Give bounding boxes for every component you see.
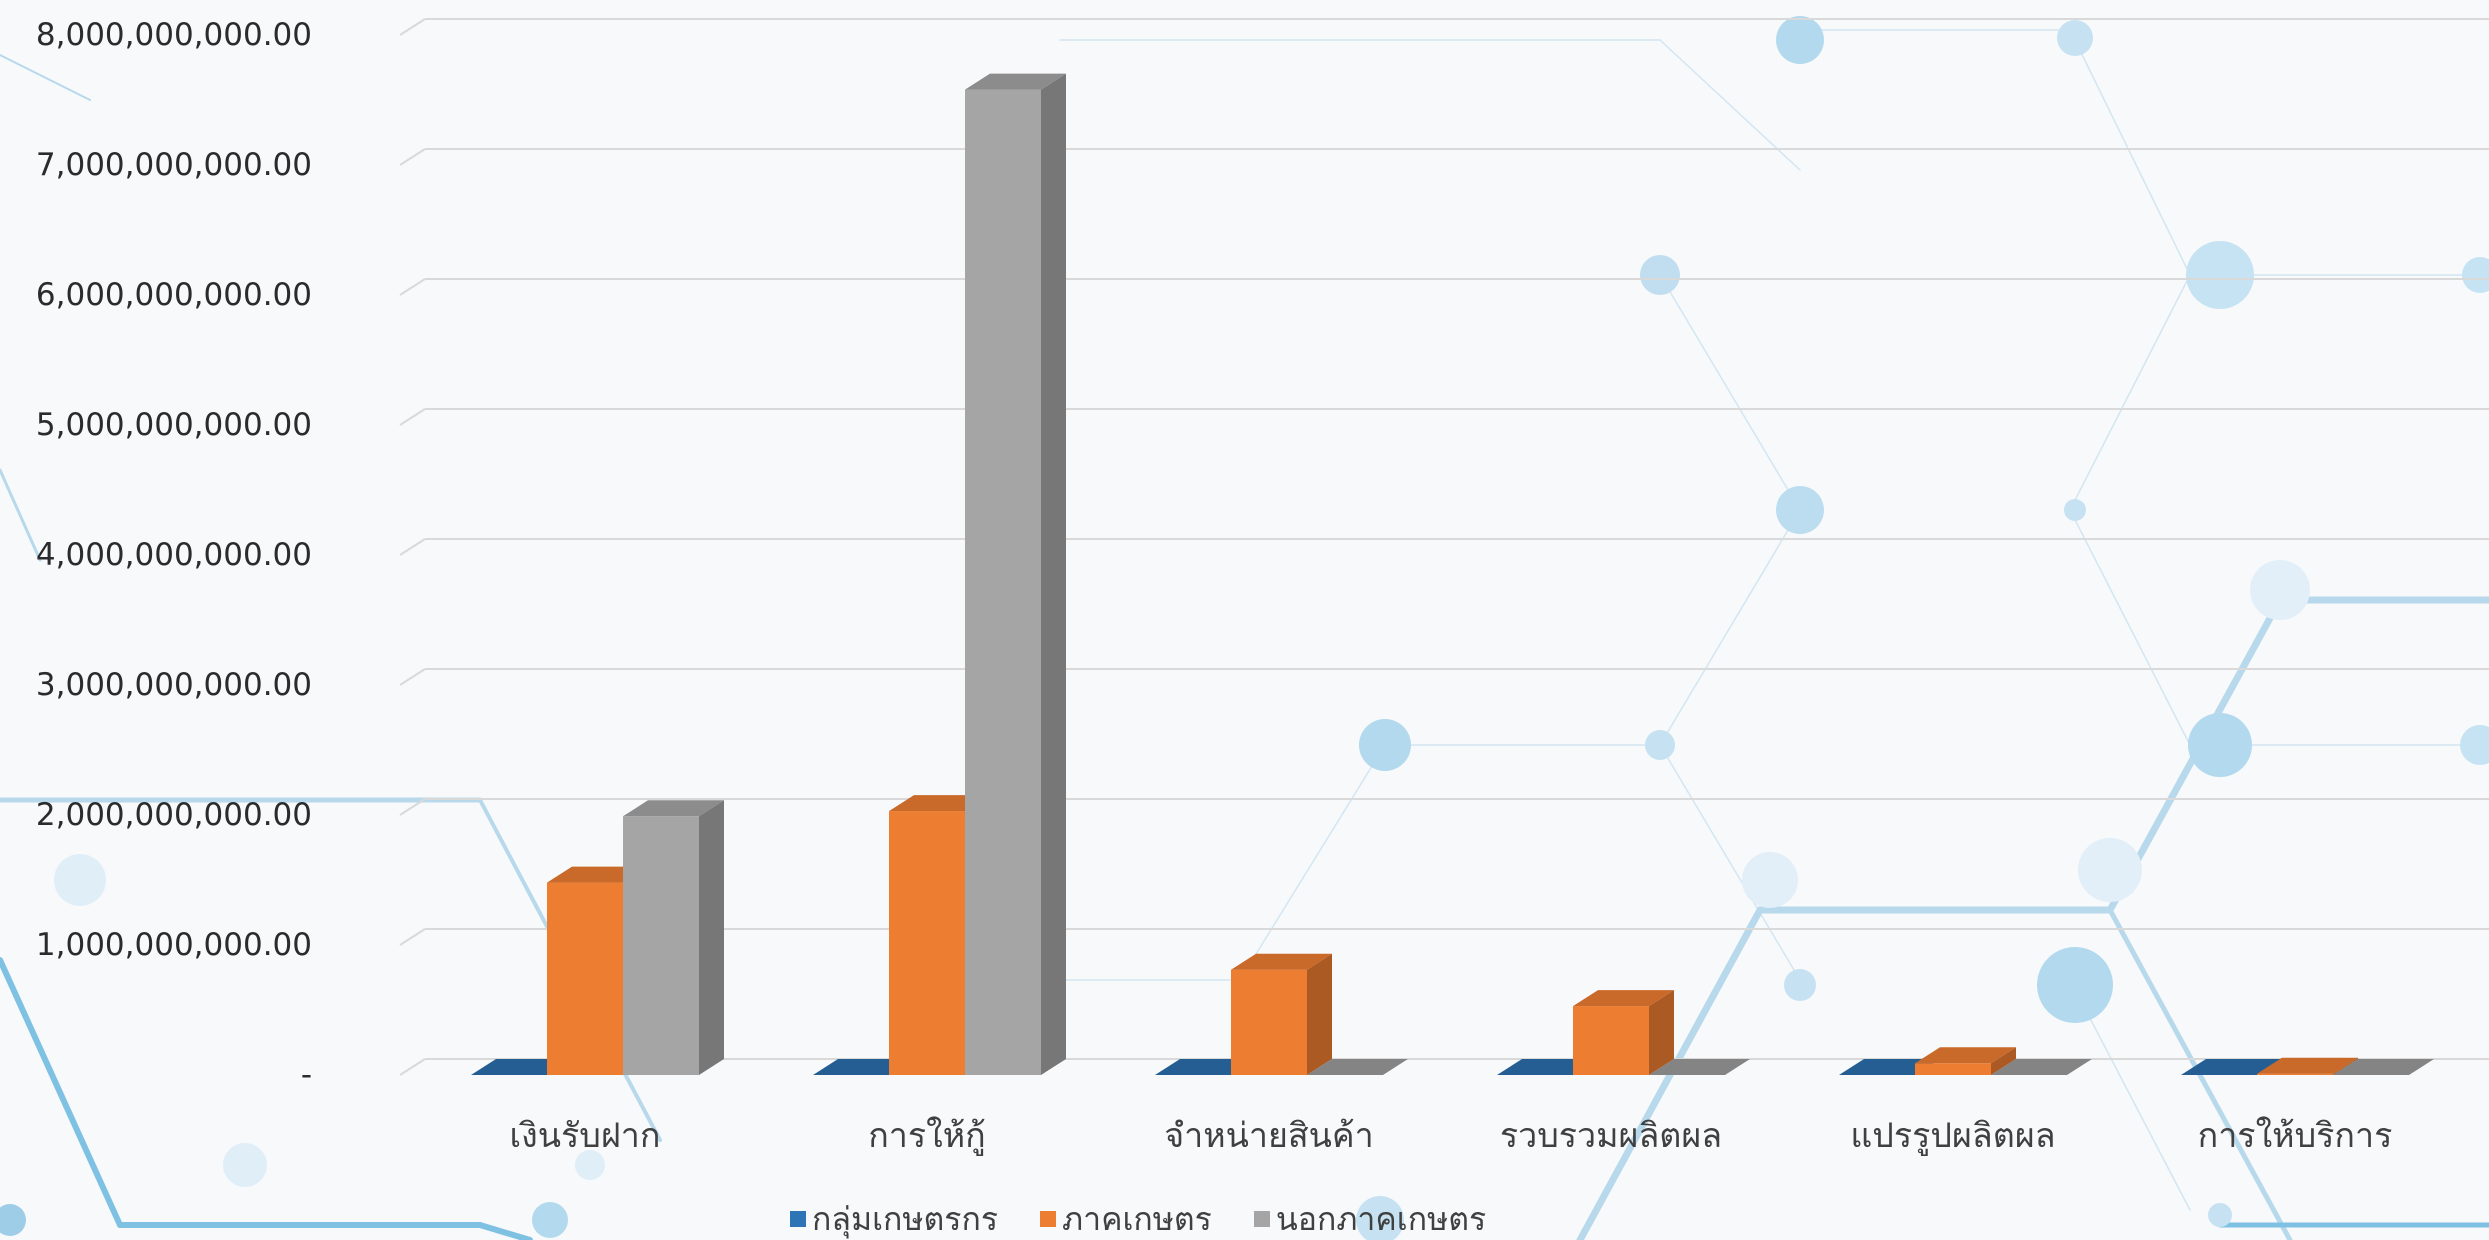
bar <box>1649 1059 1750 1075</box>
y-tick-label: - <box>301 1057 312 1093</box>
legend: กลุ่มเกษตรกร ภาคเกษตร นอกภาคเกษตร <box>790 1198 1486 1240</box>
bar <box>1573 990 1674 1075</box>
x-tick-label: จำหน่ายสินค้า <box>1164 1116 1374 1156</box>
gridline-depth <box>399 668 426 686</box>
x-tick-label: รวบรวมผลิตผล <box>1500 1116 1722 1156</box>
bar <box>1155 1059 1256 1075</box>
bar <box>1307 1059 1408 1075</box>
gridline-depth <box>399 928 426 946</box>
x-axis-category-labels: เงินรับฝาก การให้กู้ จำหน่ายสินค้า รวบรวมผล… <box>510 1116 2393 1156</box>
bar <box>471 1059 572 1075</box>
x-tick-label: การให้กู้ <box>868 1116 986 1156</box>
y-tick-label: 6,000,000,000.00 <box>36 277 312 313</box>
gridline-depth <box>399 538 426 556</box>
bar <box>1839 1059 1940 1075</box>
bar <box>965 73 1066 1076</box>
bar <box>813 1059 914 1075</box>
gridline-depth <box>399 278 426 296</box>
legend-item: กลุ่มเกษตรกร <box>790 1194 998 1240</box>
y-tick-label: 2,000,000,000.00 <box>36 797 312 833</box>
bar <box>2257 1057 2358 1075</box>
gridlines <box>399 18 2489 1076</box>
y-tick-label: 7,000,000,000.00 <box>36 147 312 183</box>
x-tick-label: แปรรูปผลิตผล <box>1850 1116 2055 1156</box>
x-tick-label: การให้บริการ <box>2198 1116 2393 1156</box>
y-tick-label: 4,000,000,000.00 <box>36 537 312 573</box>
legend-swatch <box>1040 1211 1057 1227</box>
gridline-depth <box>399 1058 426 1076</box>
y-tick-label: 3,000,000,000.00 <box>36 667 312 703</box>
legend-label: ภาคเกษตร <box>1062 1199 1212 1238</box>
legend-label: นอกภาคเกษตร <box>1275 1199 1487 1238</box>
legend-swatch <box>1253 1211 1270 1227</box>
gridline-depth <box>399 18 426 36</box>
bar <box>1915 1047 2016 1075</box>
legend-swatch <box>790 1211 806 1227</box>
y-tick-label: 8,000,000,000.00 <box>36 17 312 53</box>
gridline-depth <box>399 798 426 816</box>
bar <box>623 800 724 1075</box>
bar <box>1497 1059 1598 1075</box>
gridline-depth <box>399 148 426 166</box>
y-tick-label: 1,000,000,000.00 <box>36 927 312 963</box>
bar <box>2181 1059 2282 1075</box>
y-axis-tick-labels: - 1,000,000,000.00 2,000,000,000.00 3,000,0… <box>36 17 312 1093</box>
legend-label: กลุ่มเกษตรกร <box>812 1199 999 1238</box>
legend-item: ภาคเกษตร <box>1040 1194 1212 1240</box>
x-tick-label: เงินรับฝาก <box>510 1116 661 1156</box>
bar <box>1231 953 1332 1075</box>
gridline-depth <box>399 408 426 426</box>
bar <box>2333 1059 2434 1075</box>
bar <box>1991 1059 2092 1075</box>
bars <box>471 73 2434 1076</box>
y-tick-label: 5,000,000,000.00 <box>36 407 312 443</box>
legend-item: นอกภาคเกษตร <box>1253 1194 1487 1240</box>
